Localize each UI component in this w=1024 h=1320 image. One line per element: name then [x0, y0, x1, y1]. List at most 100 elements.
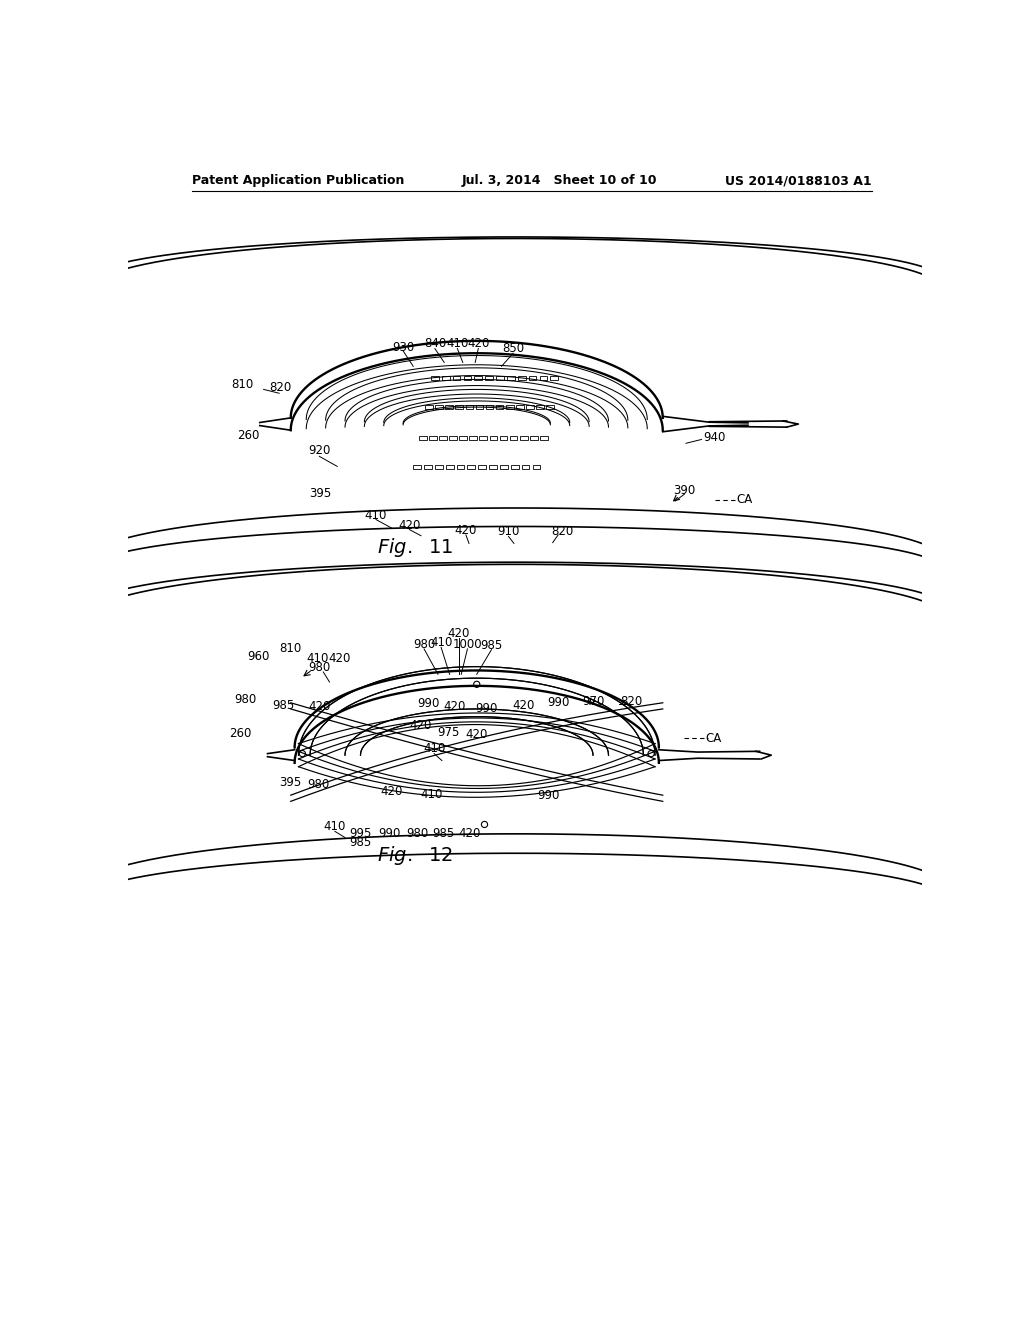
Bar: [464, 376, 471, 380]
Text: 410: 410: [430, 636, 453, 649]
Bar: [521, 465, 529, 470]
Bar: [424, 465, 432, 470]
Text: 395: 395: [309, 487, 332, 500]
Bar: [526, 405, 534, 409]
Text: 420: 420: [512, 698, 535, 711]
Text: 420: 420: [443, 700, 466, 713]
Bar: [474, 376, 482, 380]
Text: 985: 985: [349, 836, 372, 849]
Bar: [528, 376, 537, 380]
Text: 980: 980: [307, 777, 329, 791]
Bar: [466, 405, 473, 409]
Text: 990: 990: [538, 788, 560, 801]
Text: 420: 420: [380, 785, 402, 797]
Text: 420: 420: [447, 627, 470, 640]
Text: 960: 960: [247, 649, 269, 663]
Bar: [435, 405, 443, 409]
Bar: [540, 436, 548, 441]
Bar: [496, 405, 504, 409]
Bar: [506, 405, 514, 409]
Text: 260: 260: [229, 727, 252, 741]
Text: 975: 975: [437, 726, 460, 739]
Text: Patent Application Publication: Patent Application Publication: [193, 174, 404, 187]
Bar: [478, 465, 486, 470]
Text: 420: 420: [329, 652, 351, 665]
Bar: [442, 376, 450, 380]
Bar: [518, 376, 525, 380]
Text: 990: 990: [547, 696, 569, 709]
Bar: [510, 436, 517, 441]
Bar: [546, 405, 554, 409]
Text: 820: 820: [621, 694, 643, 708]
Bar: [520, 436, 527, 441]
Bar: [419, 436, 427, 441]
Bar: [485, 405, 494, 409]
Bar: [496, 376, 504, 380]
Bar: [489, 436, 498, 441]
Text: 420: 420: [308, 700, 331, 713]
Text: 985: 985: [480, 639, 503, 652]
Bar: [489, 465, 497, 470]
Bar: [529, 436, 538, 441]
Bar: [511, 465, 518, 470]
Text: 1000: 1000: [453, 638, 482, 651]
Text: $\it{Fig.}$  $\it{12}$: $\it{Fig.}$ $\it{12}$: [377, 843, 453, 867]
Text: 410: 410: [365, 510, 387, 523]
Bar: [450, 436, 457, 441]
Text: US 2014/0188103 A1: US 2014/0188103 A1: [725, 174, 872, 187]
Text: 985: 985: [432, 828, 455, 841]
Text: 810: 810: [231, 378, 254, 391]
Bar: [532, 465, 541, 470]
Text: CA: CA: [736, 492, 753, 506]
Bar: [550, 376, 558, 380]
Text: 980: 980: [406, 828, 428, 841]
Text: 995: 995: [349, 828, 372, 841]
Text: 970: 970: [583, 694, 605, 708]
Text: 820: 820: [268, 381, 291, 395]
Text: 390: 390: [674, 483, 695, 496]
Text: 820: 820: [551, 524, 573, 537]
Text: 985: 985: [272, 700, 294, 713]
Bar: [507, 376, 515, 380]
Bar: [435, 465, 442, 470]
Text: 920: 920: [308, 445, 331, 458]
Bar: [439, 436, 446, 441]
Text: 840: 840: [424, 338, 446, 351]
Bar: [445, 405, 453, 409]
Text: CA: CA: [705, 731, 721, 744]
Text: 930: 930: [392, 341, 415, 354]
Bar: [536, 405, 544, 409]
Text: 420: 420: [398, 519, 421, 532]
Text: 810: 810: [279, 643, 301, 656]
Bar: [431, 376, 438, 380]
Text: 990: 990: [418, 697, 440, 710]
Text: 910: 910: [498, 525, 520, 539]
Text: 410: 410: [306, 652, 329, 665]
Text: 260: 260: [237, 429, 259, 442]
Bar: [457, 465, 464, 470]
Bar: [467, 465, 475, 470]
Text: 980: 980: [234, 693, 257, 706]
Bar: [485, 376, 493, 380]
Text: 410: 410: [421, 788, 443, 801]
Text: 420: 420: [466, 727, 488, 741]
Bar: [500, 436, 507, 441]
Text: 940: 940: [703, 430, 726, 444]
Text: $\it{Fig.}$  $\it{11}$: $\it{Fig.}$ $\it{11}$: [377, 536, 453, 558]
Bar: [425, 405, 433, 409]
Bar: [414, 465, 421, 470]
Text: 850: 850: [502, 342, 524, 355]
Text: 410: 410: [423, 742, 445, 755]
Bar: [445, 465, 454, 470]
Text: 980: 980: [308, 661, 331, 675]
Text: 410: 410: [324, 820, 346, 833]
Text: 420: 420: [459, 828, 481, 841]
Text: 990: 990: [475, 702, 498, 715]
Bar: [479, 436, 487, 441]
Bar: [429, 436, 437, 441]
Text: 420: 420: [467, 338, 489, 351]
Text: 410: 410: [446, 338, 469, 351]
Bar: [460, 436, 467, 441]
Bar: [540, 376, 547, 380]
Bar: [469, 436, 477, 441]
